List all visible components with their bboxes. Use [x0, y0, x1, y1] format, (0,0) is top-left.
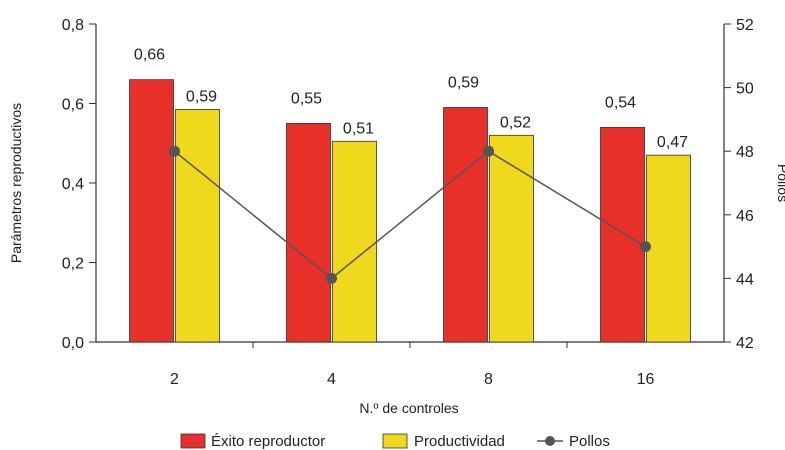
y-tick-label: 0,8 — [62, 17, 84, 34]
bar-exito — [443, 107, 488, 343]
y2-axis-title: Pollos — [775, 164, 785, 202]
data-label: 0,47 — [657, 134, 688, 151]
legend-swatch-exito — [180, 433, 206, 449]
bars — [129, 79, 691, 343]
y2-tick-label: 44 — [736, 271, 754, 288]
bar-exito — [286, 122, 331, 343]
x-tick-label: 2 — [170, 371, 179, 388]
y2-tick-label: 50 — [736, 81, 754, 98]
y-tick-label: 0,2 — [62, 256, 84, 273]
bar-productividad — [332, 140, 377, 343]
x-tick-label: 4 — [327, 371, 336, 388]
legend-label-exito: Éxito reproductor — [211, 433, 325, 450]
pollos-line — [169, 145, 651, 284]
y2-tick-label: 52 — [736, 17, 754, 34]
legend: Éxito reproductor Productividad Pollos — [180, 433, 610, 450]
data-label: 0,52 — [500, 114, 531, 131]
legend-label-productividad: Productividad — [414, 433, 505, 450]
data-label: 0,55 — [291, 90, 322, 107]
pollos-point — [169, 145, 180, 157]
bar-exito — [600, 126, 645, 343]
data-label: 0,59 — [448, 74, 479, 91]
legend-swatch-productividad — [382, 433, 408, 449]
y-tick-label: 0,0 — [62, 335, 84, 352]
y-tick-label: 0,6 — [62, 97, 84, 114]
x-axis-title: N.º de controles — [359, 400, 458, 416]
legend-marker-pollos — [545, 436, 555, 446]
bar-productividad — [489, 134, 534, 343]
bar-productividad — [175, 109, 220, 343]
data-label: 0,54 — [605, 94, 636, 111]
y2-tick-label: 42 — [736, 335, 754, 352]
data-label: 0,51 — [343, 120, 374, 137]
y2-tick-label: 48 — [736, 144, 754, 161]
pollos-point — [326, 272, 337, 284]
pollos-point — [483, 145, 494, 157]
x-tick-label: 8 — [484, 371, 493, 388]
data-label: 0,66 — [134, 47, 165, 64]
pollos-polyline — [174, 150, 646, 280]
data-label: 0,59 — [186, 88, 217, 105]
y2-tick-label: 46 — [736, 208, 754, 225]
legend-label-pollos: Pollos — [569, 433, 610, 450]
y-axis-title: Parámetros reproductivos — [8, 103, 24, 263]
bar-productividad — [646, 154, 691, 343]
pollos-point — [640, 241, 651, 253]
y-tick-label: 0,4 — [62, 176, 84, 193]
bar-exito — [129, 79, 174, 343]
data-labels: 0,66 0,55 0,59 0,54 0,59 0,51 0,52 0,47 — [134, 47, 688, 152]
x-tick-label: 16 — [637, 371, 655, 388]
